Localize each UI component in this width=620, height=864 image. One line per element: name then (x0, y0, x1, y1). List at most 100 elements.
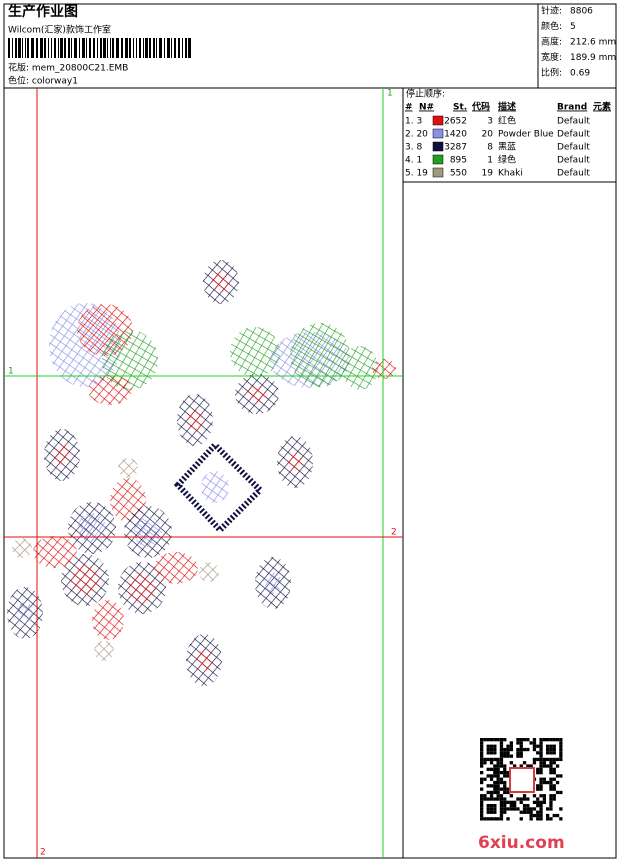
qr-module (506, 747, 510, 752)
bar (129, 38, 131, 58)
bar (139, 38, 141, 58)
qr-module (552, 767, 556, 771)
motif (342, 346, 378, 390)
qr-module (499, 813, 504, 818)
qr-module (503, 764, 507, 768)
bar (31, 38, 34, 58)
stitches: 895 (450, 156, 467, 166)
qr-module (526, 747, 530, 752)
qr-module (489, 738, 494, 742)
qr-module (555, 790, 560, 795)
qr-module (483, 794, 487, 798)
bar (143, 38, 144, 58)
qr-module (559, 747, 563, 752)
qr-module (493, 817, 497, 821)
qr-module (486, 744, 490, 748)
qr-module (552, 751, 556, 755)
bar (145, 38, 148, 58)
qr-module (526, 807, 530, 811)
qr-module (506, 751, 510, 755)
qr-module (480, 794, 484, 798)
stat-value: 0.69 (570, 69, 590, 79)
qr-module (539, 817, 543, 821)
qr-module (496, 817, 500, 821)
qr-module (559, 807, 563, 811)
qr-module (519, 754, 523, 758)
bar (156, 38, 157, 58)
column-header: 元素 (593, 101, 611, 113)
qr-module (496, 797, 500, 801)
qr-module (489, 810, 494, 814)
guide-label: 2 (40, 848, 46, 858)
stitches: 3287 (444, 143, 467, 153)
qr-module (493, 738, 497, 742)
bar (15, 38, 17, 58)
motif (94, 641, 114, 661)
motif (78, 513, 106, 543)
qr-module (529, 813, 533, 818)
qr-module (549, 787, 553, 791)
bar (167, 38, 170, 58)
bar (51, 38, 52, 58)
stat-label: 高度: (541, 36, 562, 48)
bar (125, 38, 128, 58)
qr-module (552, 797, 556, 801)
bar (60, 38, 63, 58)
title: 生产作业图 (8, 3, 78, 20)
qr-module (480, 771, 484, 775)
qr-module (486, 747, 490, 752)
code: 1 (487, 156, 493, 166)
color-swatch (432, 128, 444, 139)
qr-module (516, 797, 520, 801)
qr-module (539, 744, 543, 748)
qr-module (486, 810, 490, 814)
qr-module (509, 744, 513, 748)
motif (287, 451, 303, 473)
qr-module (480, 813, 484, 818)
qr-module (489, 774, 494, 778)
qr-module (496, 738, 500, 742)
qr-module (499, 771, 504, 775)
stat-value: 8806 (570, 7, 593, 17)
qr-module (532, 761, 537, 765)
qr-module (526, 738, 530, 742)
qr-module (539, 767, 543, 771)
qr-module (486, 807, 490, 811)
qr-module (499, 764, 504, 768)
qr-module (489, 804, 494, 808)
qr-module (522, 797, 527, 801)
qr-module (499, 757, 504, 762)
qr-module (536, 797, 540, 801)
bar (8, 38, 10, 58)
qr-module (499, 761, 504, 765)
qr-module (532, 800, 537, 804)
column-header: 代码 (471, 101, 490, 113)
stat-label: 针迹: (541, 5, 562, 17)
qr-module (499, 797, 504, 801)
bar (107, 38, 108, 58)
stat-label: 比例: (541, 67, 562, 79)
qr-module (480, 780, 484, 785)
qr-module (555, 774, 560, 778)
qr-module (529, 764, 533, 768)
qr-module (480, 810, 484, 814)
bar (121, 38, 123, 58)
qr-module (539, 780, 543, 785)
qr-module (506, 771, 510, 775)
embroidery (7, 260, 396, 686)
qr-module (549, 807, 553, 811)
bar (86, 38, 87, 58)
qr-module (529, 741, 533, 745)
qr-module (555, 757, 560, 762)
code: 3 (487, 117, 493, 127)
qr-module (549, 794, 553, 798)
motif (212, 272, 230, 292)
qr-module (513, 764, 517, 768)
motif (33, 536, 77, 568)
qr-module (519, 764, 523, 768)
color-swatch (432, 154, 444, 165)
row-index: 1. 3 (405, 117, 422, 127)
column-header: # (405, 103, 413, 113)
qr-module (542, 738, 546, 742)
